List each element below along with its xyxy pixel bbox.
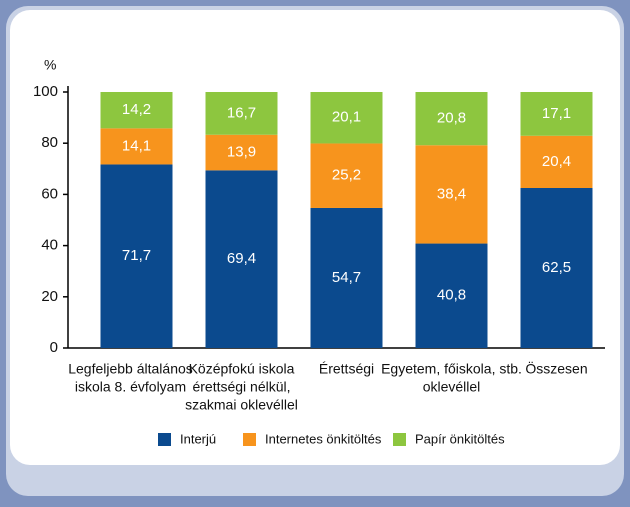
bar-segment [415, 145, 488, 244]
x-tick-label: Legfeljebb általános [68, 361, 193, 377]
bar-segment [415, 243, 488, 348]
bar-segment [310, 207, 383, 348]
bar-segment [205, 92, 278, 135]
bar-segment [100, 164, 173, 348]
bar-segment [520, 92, 593, 136]
data-label: 71,7 [122, 247, 151, 264]
data-label: 69,4 [227, 250, 256, 267]
y-tick-label: 100 [33, 83, 58, 100]
data-label: 13,9 [227, 144, 256, 161]
data-label: 16,7 [227, 104, 256, 121]
y-tick-label: 40 [41, 237, 58, 254]
y-axis-label: % [44, 57, 56, 73]
data-label: 62,5 [542, 259, 571, 276]
x-tick-label: Érettségi [319, 361, 374, 377]
bar-segment [520, 188, 593, 348]
bar-segment [205, 170, 278, 348]
y-tick-label: 80 [41, 134, 58, 151]
bar-segment [100, 92, 173, 129]
data-label: 20,1 [332, 109, 361, 126]
data-label: 17,1 [542, 105, 571, 122]
x-tick-label: oklevéllel [423, 379, 481, 395]
data-label: 14,2 [122, 101, 151, 118]
y-tick-label: 20 [41, 288, 58, 305]
data-label: 25,2 [332, 167, 361, 184]
x-tick-label: Egyetem, főiskola, stb. [381, 361, 522, 377]
x-tick-label: érettségi nélkül, [192, 379, 290, 395]
data-label: 20,4 [542, 153, 571, 170]
bar-segment [310, 143, 383, 208]
y-tick-label: 0 [50, 339, 58, 356]
data-label: 40,8 [437, 287, 466, 304]
x-tick-label: szakmai oklevéllel [185, 397, 298, 413]
bar-segment [205, 134, 278, 171]
legend-swatch [393, 433, 406, 446]
x-tick-label: iskola 8. évfolyam [75, 379, 186, 395]
bar-segment [310, 92, 383, 144]
legend-label: Interjú [180, 431, 216, 446]
legend-label: Papír önkitöltés [415, 431, 505, 446]
y-tick-label: 60 [41, 185, 58, 202]
x-tick-label: Középfokú iskola [189, 361, 295, 377]
bar-segment [415, 92, 488, 146]
legend-swatch [243, 433, 256, 446]
bar-segment [100, 128, 173, 165]
legend-swatch [158, 433, 171, 446]
data-label: 20,8 [437, 110, 466, 127]
data-label: 38,4 [437, 185, 466, 202]
bar-segment [520, 135, 593, 188]
x-tick-label: Összesen [525, 360, 587, 377]
legend-label: Internetes önkitöltés [265, 431, 382, 446]
data-label: 54,7 [332, 269, 361, 286]
data-label: 14,1 [122, 137, 151, 154]
